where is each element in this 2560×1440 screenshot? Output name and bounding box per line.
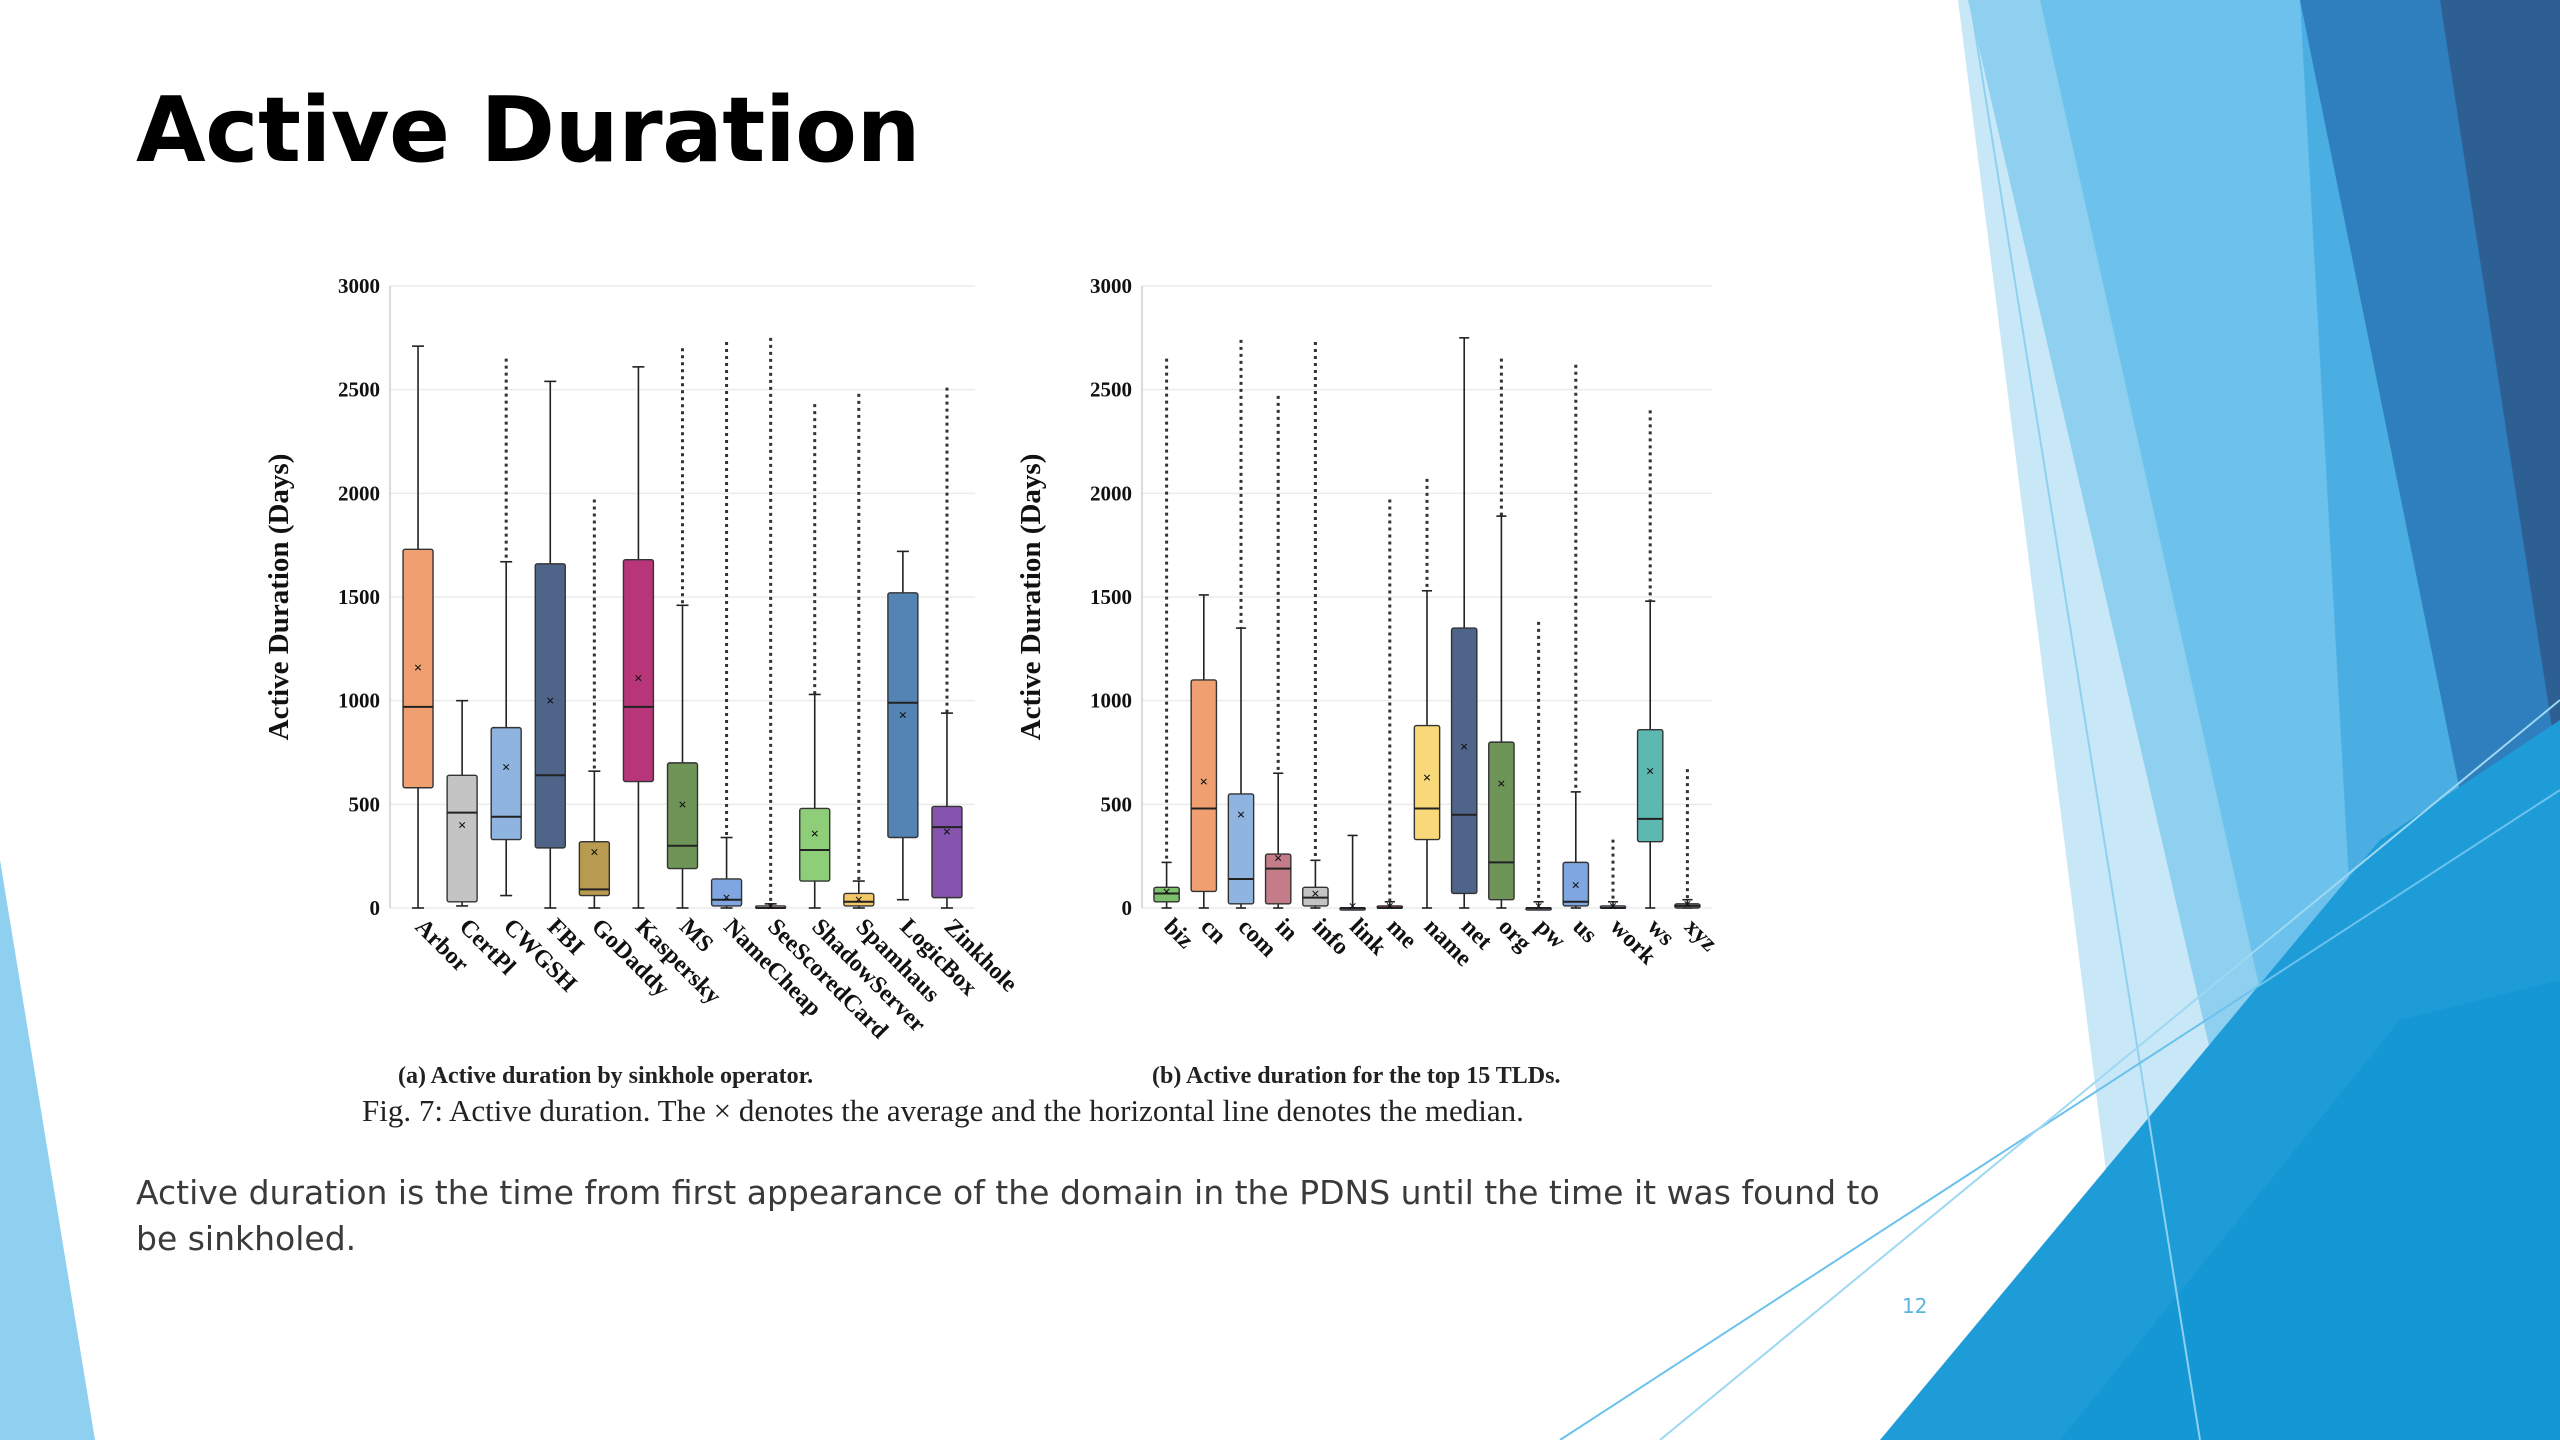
chart-1-mean-marker: ×	[1274, 851, 1283, 867]
chart-0-ytick-label: 500	[349, 792, 381, 816]
chart-0-ytick-label: 1500	[338, 585, 380, 609]
subcaption-a: (a) Active duration by sinkhole operator…	[398, 1063, 814, 1089]
chart-1-box	[1264, 853, 1292, 905]
chart-1-y-axis-label: Active Duration (Days)	[1015, 454, 1047, 741]
chart-1-mean-marker: ×	[1237, 808, 1246, 824]
decor-shape-8	[2060, 980, 2560, 1440]
chart-0-y-axis-label: Active Duration (Days)	[263, 454, 295, 741]
chart-0-mean-marker: ×	[590, 845, 599, 861]
chart-0-mean-marker: ×	[766, 899, 775, 915]
chart-0-mean-marker: ×	[678, 797, 687, 813]
chart-1-box	[1562, 861, 1590, 907]
chart-1-mean-marker: ×	[1348, 899, 1357, 915]
decor-line-1	[1969, 0, 2201, 1440]
chart-1-category-label: me	[1382, 914, 1422, 954]
chart-0-ytick-label: 3000	[338, 274, 380, 298]
chart-1-box	[1413, 724, 1441, 841]
decor-left-strip	[0, 860, 95, 1440]
chart-0-box	[578, 840, 611, 897]
chart-0-mean-marker: ×	[458, 818, 467, 834]
chart-0-ytick-label: 2000	[338, 481, 380, 505]
chart-1-box	[1227, 793, 1255, 905]
chart-1-mean-marker: ×	[1423, 770, 1432, 786]
decor-line-3	[1659, 699, 2560, 1440]
chart-1-mean-marker: ×	[1162, 884, 1171, 900]
chart-1-ytick-label: 2500	[1090, 378, 1132, 402]
chart-1-box	[1302, 886, 1329, 907]
chart-1-mean-marker: ×	[1534, 899, 1543, 915]
chart-1-ytick-label: 500	[1101, 792, 1133, 816]
chart-0-box	[402, 548, 434, 789]
chart-1-ytick-label: 3000	[1090, 274, 1132, 298]
chart-1-box	[1636, 728, 1664, 843]
chart-0-mean-marker: ×	[634, 671, 643, 687]
chart-1-mean-marker: ×	[1386, 899, 1395, 915]
chart-1-mean-marker: ×	[1200, 775, 1209, 791]
chart-0-mean-marker: ×	[414, 660, 423, 676]
chart-1-category-label: info	[1307, 914, 1354, 961]
chart-0-ytick-label: 2500	[338, 378, 380, 402]
chart-0-mean-marker: ×	[502, 760, 511, 776]
chart-0-box	[446, 774, 478, 903]
chart-1-category-label: us	[1568, 914, 1602, 948]
chart-0-ytick-label: 0	[370, 896, 381, 920]
chart-0-mean-marker: ×	[722, 891, 731, 907]
decor-line-2	[1559, 789, 2560, 1440]
chart-0-box	[534, 563, 566, 849]
chart-0-mean-marker: ×	[546, 694, 555, 710]
body-text: Active duration is the time from first a…	[136, 1173, 1880, 1258]
chart-1-mean-marker: ×	[1609, 899, 1618, 915]
slide-title: Active Duration	[136, 78, 921, 183]
chart-1-ytick-label: 1000	[1090, 689, 1132, 713]
chart-1-ytick-label: 1500	[1090, 585, 1132, 609]
chart-0-box	[931, 805, 963, 899]
chart-1-ytick-label: 0	[1122, 896, 1133, 920]
chart-1-box	[1488, 741, 1515, 901]
chart-0-mean-marker: ×	[943, 824, 952, 840]
chart-0-mean-marker: ×	[899, 708, 908, 724]
slide-number: 12	[1902, 1294, 1928, 1318]
chart-0-box	[887, 592, 919, 839]
chart-1-mean-marker: ×	[1460, 739, 1469, 755]
chart-1-category-label: org	[1493, 914, 1536, 957]
chart-1-box	[1190, 679, 1218, 893]
chart-0-mean-marker: ×	[810, 826, 819, 842]
chart-1-mean-marker: ×	[1497, 777, 1506, 793]
chart-1-category-label: xyz	[1679, 914, 1722, 957]
chart-1-ytick-label: 2000	[1090, 481, 1132, 505]
chart-0-mean-marker: ×	[855, 893, 864, 909]
chart-1-mean-marker: ×	[1572, 878, 1581, 894]
chart-0-box	[666, 762, 699, 870]
decor-shape-6	[2440, 0, 2560, 780]
chart-1-mean-marker: ×	[1311, 886, 1320, 902]
chart-1-category-label: biz	[1158, 914, 1198, 954]
chart-1-mean-marker: ×	[1646, 764, 1655, 780]
chart-1-box	[1153, 886, 1180, 903]
figure-caption: Fig. 7: Active duration. The × denotes t…	[362, 1093, 1524, 1128]
chart-1-box	[1450, 627, 1478, 895]
chart-0-box	[843, 892, 875, 907]
chart-1-category-label: com	[1233, 914, 1282, 963]
chart-1-category-label: cn	[1196, 914, 1231, 949]
chart-0-ytick-label: 1000	[338, 689, 380, 713]
chart-1-category-label: link	[1344, 914, 1391, 961]
chart-1-category-label: pw	[1530, 914, 1571, 955]
chart-0-box	[490, 726, 522, 841]
chart-1-mean-marker: ×	[1683, 897, 1692, 913]
chart-0-box	[622, 558, 655, 783]
chart-0-box	[799, 807, 831, 882]
subcaption-b: (b) Active duration for the top 15 TLDs.	[1152, 1063, 1561, 1089]
